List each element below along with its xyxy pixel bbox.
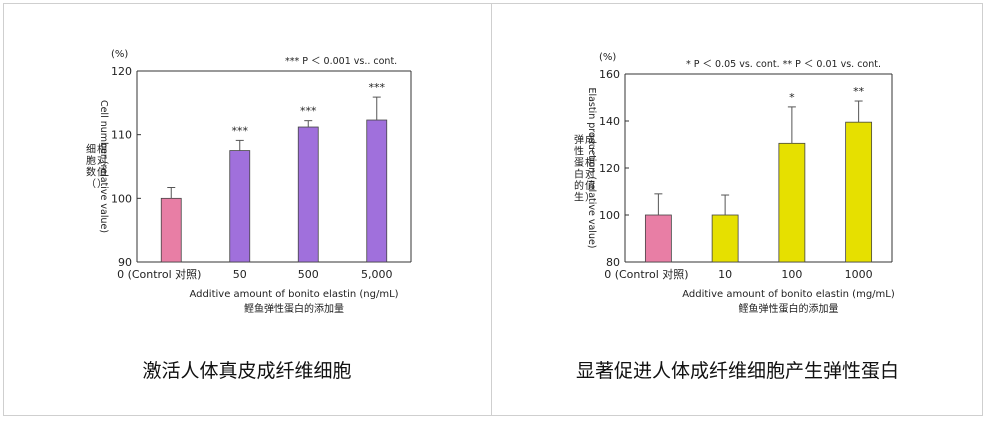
cell-number-chart: 90 100 110 120 (%) *** P ＜ 0.001 vs.. cont. Ce… (86, 49, 412, 315)
bar-0 (644, 214, 672, 263)
x-tick-label-1: 50 (233, 268, 247, 281)
svg-text:（: （ (86, 178, 96, 190)
x-tick-label-2: 500 (298, 268, 319, 281)
y-axis-label: Cell number (relative value) (98, 100, 109, 233)
svg-text:对: 对 (585, 168, 595, 181)
x-axis-label-cn: 鲣鱼弹性蛋白的添加量 (739, 302, 839, 315)
svg-text:对: 对 (97, 154, 107, 167)
elastin-production-chart: 80 100 120 140 160 (%) * P ＜ 0.05 vs. cont. **… (574, 52, 895, 315)
svg-text:值: 值 (97, 166, 107, 179)
svg-text:细: 细 (86, 143, 96, 156)
svg-text:）: ） (585, 192, 595, 204)
svg-text:弹: 弹 (574, 133, 584, 146)
x-tick-label-1: 10 (718, 268, 732, 281)
x-axis-label: Additive amount of bonito elastin (mg/mL… (682, 289, 895, 300)
y-unit-label: (%) (111, 49, 128, 60)
y-unit-label: (%) (599, 52, 616, 63)
svg-text:）: ） (97, 178, 107, 190)
y-axis-label: Elastin production (relative value) (586, 87, 597, 248)
x-tick-label-0: 0 (Control 对照) (117, 267, 201, 281)
y-tick-label: 120 (111, 65, 132, 78)
x-tick-label-3: 1000 (845, 268, 873, 281)
x-axis-label-cn: 鲣鱼弹性蛋白的添加量 (244, 302, 344, 315)
caption-right: 显著促进人体成纤维细胞产生弹性蛋白 (575, 360, 899, 382)
bar-3 (366, 119, 388, 263)
svg-text:白: 白 (574, 168, 584, 181)
y-tick-label: 100 (599, 209, 620, 222)
y-tick-label: 110 (111, 129, 132, 142)
caption-left: 激活人体真皮成纤维细胞 (142, 360, 352, 382)
significance-mark-3: ** (853, 85, 865, 98)
svg-text:相: 相 (97, 143, 107, 156)
svg-text:数: 数 (86, 166, 96, 179)
y-axis-label-cn: 细胞数（ 相对值） (86, 143, 107, 191)
y-tick-label: 160 (599, 68, 620, 81)
panel-cell-number: 90 100 110 120 (%) *** P ＜ 0.001 vs.. cont. Ce… (3, 3, 491, 416)
x-tick-label-3: 5,000 (361, 268, 393, 281)
y-tick-label: 120 (599, 162, 620, 175)
outer-frame (3, 3, 983, 416)
bar-1 (229, 150, 251, 263)
significance-mark-2: * (789, 91, 795, 104)
significance-mark-1: *** (232, 124, 249, 137)
x-tick-label-2: 100 (781, 268, 802, 281)
svg-text:生: 生 (574, 191, 584, 204)
bar-0 (160, 197, 182, 263)
bar-2 (778, 142, 806, 263)
y-tick-label: 90 (118, 256, 132, 269)
bar-1 (711, 214, 739, 263)
significance-mark-3: *** (369, 81, 386, 94)
y-tick-label: 140 (599, 115, 620, 128)
bar-3 (845, 121, 873, 263)
svg-text:的: 的 (574, 179, 584, 192)
significance-mark-2: *** (300, 105, 317, 118)
svg-text:性: 性 (574, 145, 584, 158)
svg-text:蛋: 蛋 (574, 157, 584, 169)
svg-text:成: 成 (585, 134, 595, 146)
y-tick-label: 80 (606, 256, 620, 269)
panel-elastin-production: 80 100 120 140 160 (%) * P ＜ 0.05 vs. cont. **… (492, 3, 983, 416)
bar-2 (297, 126, 319, 263)
y-tick-label: 100 (111, 192, 132, 205)
panel-divider (491, 3, 492, 416)
svg-text:胞: 胞 (86, 155, 96, 167)
svg-text:值: 值 (585, 179, 595, 192)
significance-note: *** P ＜ 0.001 vs.. cont. (285, 56, 397, 67)
x-tick-label-0: 0 (Control 对照) (604, 267, 688, 281)
significance-note: * P ＜ 0.05 vs. cont. ** P ＜ 0.01 vs. con… (686, 59, 881, 70)
svg-text:相: 相 (585, 156, 595, 169)
svg-text:（: （ (585, 146, 595, 158)
x-axis-label: Additive amount of bonito elastin (ng/mL… (189, 289, 398, 300)
